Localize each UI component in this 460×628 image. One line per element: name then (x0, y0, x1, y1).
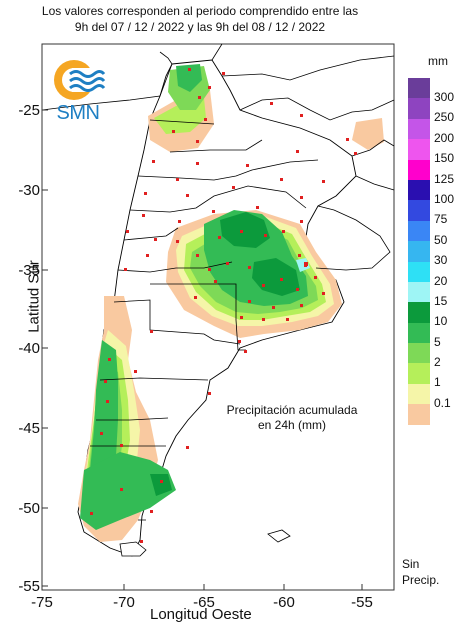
legend-swatch (408, 383, 430, 405)
xtick-label: -55 (351, 594, 373, 611)
legend-swatch (408, 261, 430, 282)
legend-swatch (408, 78, 430, 99)
legend-label: 30 (434, 253, 448, 268)
axis-ticks (42, 109, 363, 590)
legend-row: 250 (408, 98, 458, 124)
legend-label: 125 (434, 171, 455, 186)
legend-label: 150 (434, 151, 455, 166)
zone-5-south (90, 340, 118, 494)
xtick-label: -60 (273, 594, 295, 611)
province-lines (90, 119, 319, 521)
legend-row: 1 (408, 363, 458, 389)
legend-label: 100 (434, 191, 455, 206)
legend-row: 50 (408, 220, 458, 247)
legend-row: 75 (408, 200, 458, 226)
legend-swatch (408, 363, 430, 384)
ytick-label: -30 (18, 182, 40, 199)
legend-swatch (408, 404, 430, 425)
legend-label: 15 (434, 293, 448, 308)
legend-row: 20 (408, 261, 458, 288)
smn-logo: SMN (50, 58, 106, 128)
y-axis-label-wrap: Latitud Sur (14, 218, 43, 378)
annotation-line-1: Precipitación acumulada (226, 403, 358, 417)
ytick-label: -50 (18, 500, 40, 517)
legend-row: 125 (408, 159, 458, 186)
legend-swatch (408, 98, 430, 119)
legend-swatch (408, 220, 430, 242)
legend-row: 2 (408, 343, 458, 369)
smn-logo-icon (54, 60, 106, 100)
legend-row (408, 404, 458, 425)
legend-row: 30 (408, 241, 458, 267)
legend-row: 200 (408, 118, 458, 145)
xtick-label: -65 (193, 594, 215, 611)
legend-row: 100 (408, 179, 458, 206)
x-axis-label: Longitud Oeste (150, 606, 252, 623)
legend-swatch (408, 343, 430, 364)
xtick-label: -70 (113, 594, 135, 611)
legend-label: 2 (434, 355, 441, 370)
tierra-del-fuego (119, 541, 147, 557)
color-legend: 300 250 200 150 125 100 75 50 30 20 15 10 5 2 1 0.1 (408, 78, 458, 425)
annotation-line-2: en 24h (mm) (257, 418, 327, 432)
logo-text: SMN (56, 102, 100, 124)
zone-no-precip-ne (352, 118, 384, 150)
legend-row: 150 (408, 139, 458, 165)
legend-label: 50 (434, 232, 448, 247)
xtick-label: -75 (31, 594, 53, 611)
title-line-1: Los valores corresponden al periodo comp… (41, 4, 359, 18)
legend-swatch (408, 241, 430, 262)
legend-row: 300 (408, 78, 458, 104)
legend-swatch (408, 139, 430, 160)
legend-no-precip-line-1: Sin (402, 557, 420, 571)
legend-label: 250 (434, 110, 455, 125)
map-title: Los valores corresponden al periodo comp… (0, 3, 400, 35)
legend-swatch (408, 302, 430, 323)
legend-unit: mm (428, 54, 448, 68)
legend-label: 1 (434, 375, 441, 390)
legend-label: 300 (434, 90, 455, 104)
legend-label: 5 (434, 334, 441, 349)
zone-5-north (176, 64, 202, 92)
legend-row: 0.1 (408, 383, 458, 410)
falkland-islands (267, 529, 291, 543)
legend-label: 20 (434, 273, 448, 288)
border-uruguay (315, 205, 391, 271)
y-axis-label: Latitud Sur (25, 260, 43, 333)
legend-label: 0.1 (434, 395, 451, 410)
zone-15-spot (296, 258, 310, 272)
ytick-label: -25 (18, 102, 40, 119)
legend-label: 200 (434, 130, 455, 145)
ytick-label: -45 (18, 420, 40, 437)
border-paraguay (239, 97, 395, 121)
border-chile-bolivia (41, 43, 395, 111)
station-markers (90, 68, 357, 543)
legend-swatch (408, 281, 430, 303)
legend-label: 75 (434, 212, 448, 227)
legend-swatch (408, 159, 430, 180)
legend-no-precip-line-2: Precip. (402, 573, 440, 587)
border-brazil (351, 139, 395, 191)
legend-swatch (408, 200, 430, 221)
legend-row: 5 (408, 322, 458, 349)
legend-row: 15 (408, 281, 458, 308)
ytick-label: -55 (18, 578, 40, 595)
ytick-label: -40 (18, 340, 40, 357)
legend-swatch (408, 118, 430, 140)
legend-swatch (408, 179, 430, 201)
legend-label: 10 (434, 314, 448, 329)
ytick-label: -35 (18, 262, 40, 279)
zone-10-center-a (220, 212, 270, 248)
legend-row: 10 (408, 302, 458, 328)
zone-10-patagonia (150, 474, 172, 496)
map-annotation: Precipitación acumulada en 24h (mm) (222, 403, 362, 433)
title-line-2: 9h del 07 / 12 / 2022 y las 9h del 08 / … (74, 20, 326, 34)
legend-swatch (408, 322, 430, 344)
legend-no-precip: Sin Precip. (402, 556, 439, 588)
zone-5-patagonia (80, 452, 176, 530)
